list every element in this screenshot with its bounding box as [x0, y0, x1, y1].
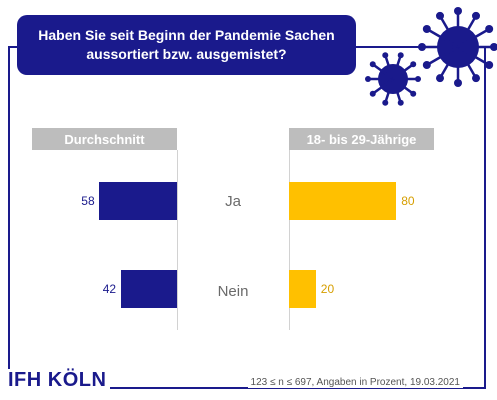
panel-header-18-29: 18- bis 29-Jährige — [289, 128, 434, 150]
category-label-ja: Ja — [225, 193, 241, 210]
data-label-18-29-ja: 80 — [401, 194, 415, 208]
data-label-18-29-nein: 20 — [320, 282, 335, 296]
panel-header-durchschnitt: Durchschnitt — [32, 128, 177, 150]
bar-durchschnitt-ja — [99, 182, 177, 220]
data-label-durchschnitt-nein: 42 — [102, 282, 117, 296]
ifh-koeln-logo: IFH KÖLN — [8, 369, 111, 392]
right-axis-line — [289, 150, 290, 330]
bar-18-29-nein — [289, 270, 316, 308]
chart-title: Haben Sie seit Beginn der Pandemie Sache… — [17, 15, 356, 75]
left-axis-line — [177, 150, 178, 330]
footnote: 123 ≤ n ≤ 697, Angaben in Prozent, 19.03… — [247, 377, 463, 388]
virus-icon-small — [365, 52, 421, 106]
category-label-nein: Nein — [217, 283, 249, 300]
bar-18-29-ja — [289, 182, 397, 220]
bar-durchschnitt-nein — [120, 270, 177, 308]
virus-icon-large — [418, 7, 497, 87]
data-label-durchschnitt-ja: 58 — [81, 194, 95, 208]
